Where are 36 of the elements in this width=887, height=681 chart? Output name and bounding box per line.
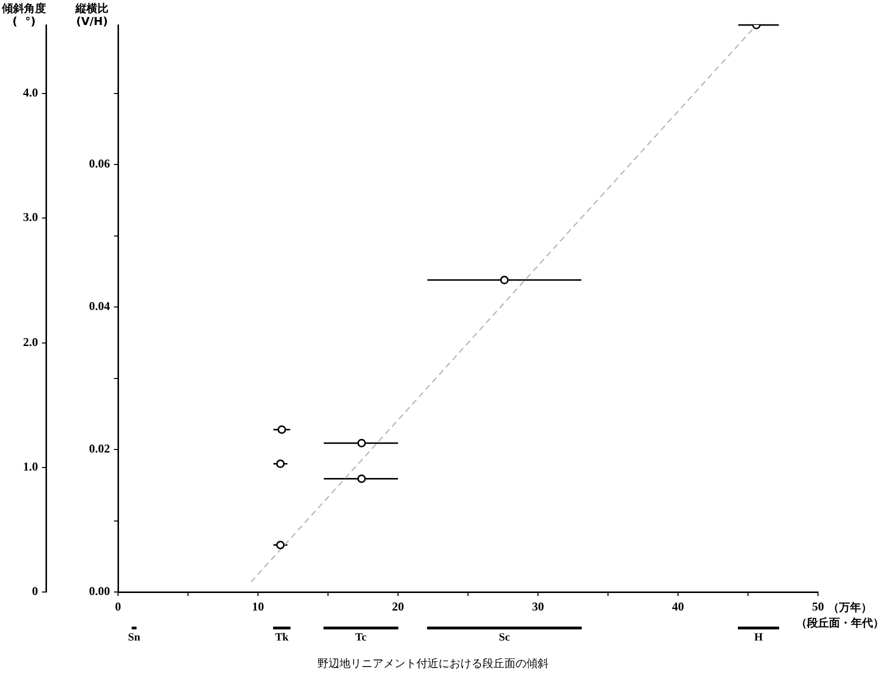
x-tick-label: 10 — [252, 599, 264, 614]
series-label: Tc — [355, 631, 367, 644]
y2-tick-label: 3.0 — [23, 210, 38, 224]
y2-axis-title: 傾斜角度 ( °) — [1, 2, 46, 28]
series-label: Sc — [498, 631, 510, 644]
x-tick-label: 30 — [532, 599, 544, 614]
x-tick-label: 50 — [812, 599, 824, 614]
series-label: Tk — [275, 631, 290, 644]
point — [357, 474, 366, 483]
y2-tick-label: 4.0 — [23, 86, 38, 100]
y-tick-label: 0.02 — [89, 442, 110, 456]
point — [278, 425, 286, 434]
bar — [323, 626, 398, 630]
x-tick-label: 0 — [115, 599, 121, 614]
y-tick-label: 0.04 — [89, 299, 110, 314]
y-axis-title: 縦横比 (V/H) — [74, 2, 108, 28]
bar — [738, 626, 780, 630]
y2-tick-label: 1.0 — [23, 459, 38, 474]
x-tick-label: 40 — [672, 599, 684, 614]
x-axis-title: （万年） — [828, 601, 872, 614]
point — [500, 276, 509, 284]
text: 野辺地リニアメント付近における段丘面の傾斜 — [318, 657, 548, 670]
y-tick-label: 0.00 — [89, 584, 110, 598]
y2-tick-label: 0 — [32, 584, 38, 598]
bar — [427, 626, 582, 630]
series-label: Sn — [128, 631, 140, 644]
x-tick-label: 20 — [392, 599, 404, 614]
point — [276, 460, 285, 468]
annotation: （段丘面・年代） — [796, 616, 884, 630]
y-tick-label: 0.06 — [89, 156, 110, 171]
bar — [132, 626, 137, 630]
point — [276, 540, 285, 550]
bar — [273, 626, 291, 630]
series-label: H — [754, 631, 764, 644]
point — [357, 438, 366, 448]
y2-tick-label: 2.0 — [23, 334, 38, 349]
